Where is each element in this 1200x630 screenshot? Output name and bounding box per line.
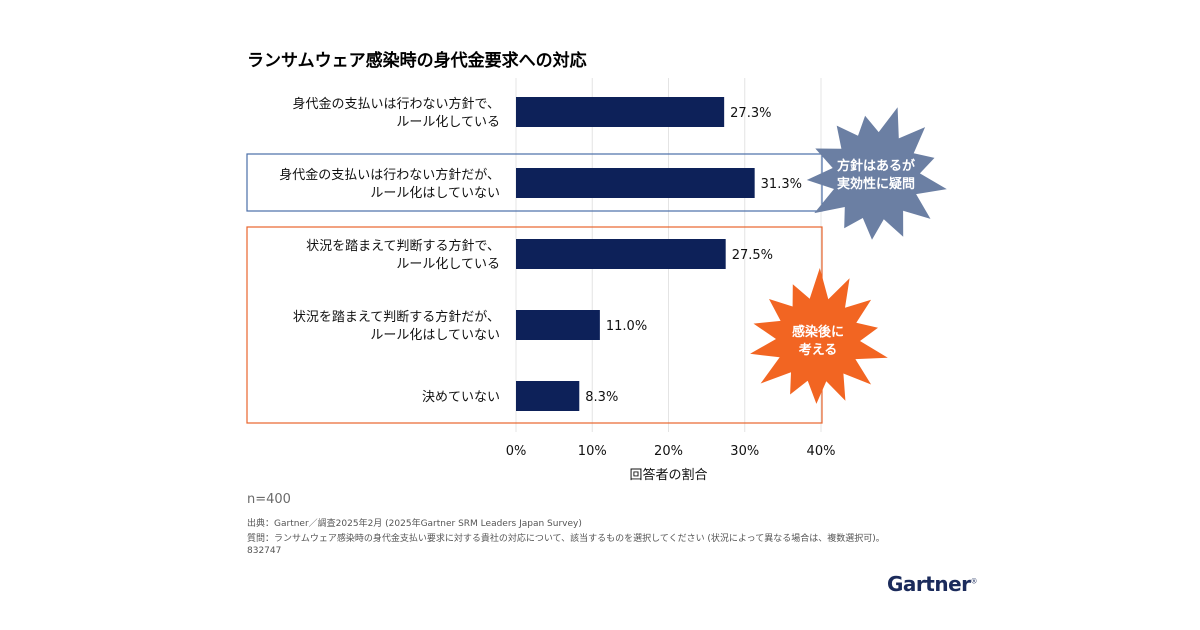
bar bbox=[516, 310, 600, 340]
category-label: 状況を踏まえて判断する方針だが、 bbox=[293, 309, 500, 325]
x-tick-label: 20% bbox=[654, 444, 683, 459]
x-tick-label: 10% bbox=[578, 444, 607, 459]
bar bbox=[516, 168, 755, 198]
chart-title: ランサムウェア感染時の身代金要求への対応 bbox=[247, 51, 587, 71]
bar bbox=[516, 381, 580, 411]
gartner-logo: Gartner® bbox=[887, 572, 977, 596]
bar bbox=[516, 239, 726, 269]
bar-value-label: 27.5% bbox=[732, 248, 773, 263]
x-tick-label: 30% bbox=[730, 444, 759, 459]
logo-text: Gartner bbox=[887, 572, 971, 596]
starburst-orange bbox=[750, 268, 888, 404]
category-label: ルール化している bbox=[396, 257, 500, 272]
category-label: 身代金の支払いは行わない方針だが、 bbox=[279, 167, 500, 183]
x-tick-label: 0% bbox=[506, 444, 527, 459]
bar bbox=[516, 97, 725, 127]
bar-value-label: 11.0% bbox=[606, 319, 647, 334]
logo-mark: ® bbox=[970, 577, 978, 586]
category-label: 状況を踏まえて判断する方針で、 bbox=[306, 238, 500, 254]
sample-size: n=400 bbox=[247, 492, 291, 507]
category-label: 決めていない bbox=[422, 390, 500, 405]
bar-value-label: 27.3% bbox=[730, 106, 771, 121]
question-note: 質問：ランサムウェア感染時の身代金支払い要求に対する貴社の対応について、該当する… bbox=[247, 534, 885, 544]
x-axis-title: 回答者の割合 bbox=[629, 467, 707, 483]
x-tick-label: 40% bbox=[807, 444, 836, 459]
annotation-text: 感染後に bbox=[792, 324, 844, 340]
starburst-blue bbox=[806, 107, 947, 240]
annotation-text: 実効性に疑問 bbox=[837, 176, 915, 192]
annotation-text: 方針はあるが bbox=[837, 158, 915, 174]
bar-value-label: 31.3% bbox=[761, 177, 802, 192]
annotation-text: 考える bbox=[799, 342, 838, 358]
category-label: ルール化はしていない bbox=[370, 328, 500, 343]
source-note: 出典：Gartner／調査2025年2月 (2025年Gartner SRM L… bbox=[247, 519, 582, 529]
category-label: 身代金の支払いは行わない方針で、 bbox=[293, 96, 500, 112]
category-label: ルール化している bbox=[396, 115, 500, 130]
bar-value-label: 8.3% bbox=[585, 390, 618, 405]
category-label: ルール化はしていない bbox=[370, 186, 500, 201]
document-id: 832747 bbox=[247, 546, 282, 556]
